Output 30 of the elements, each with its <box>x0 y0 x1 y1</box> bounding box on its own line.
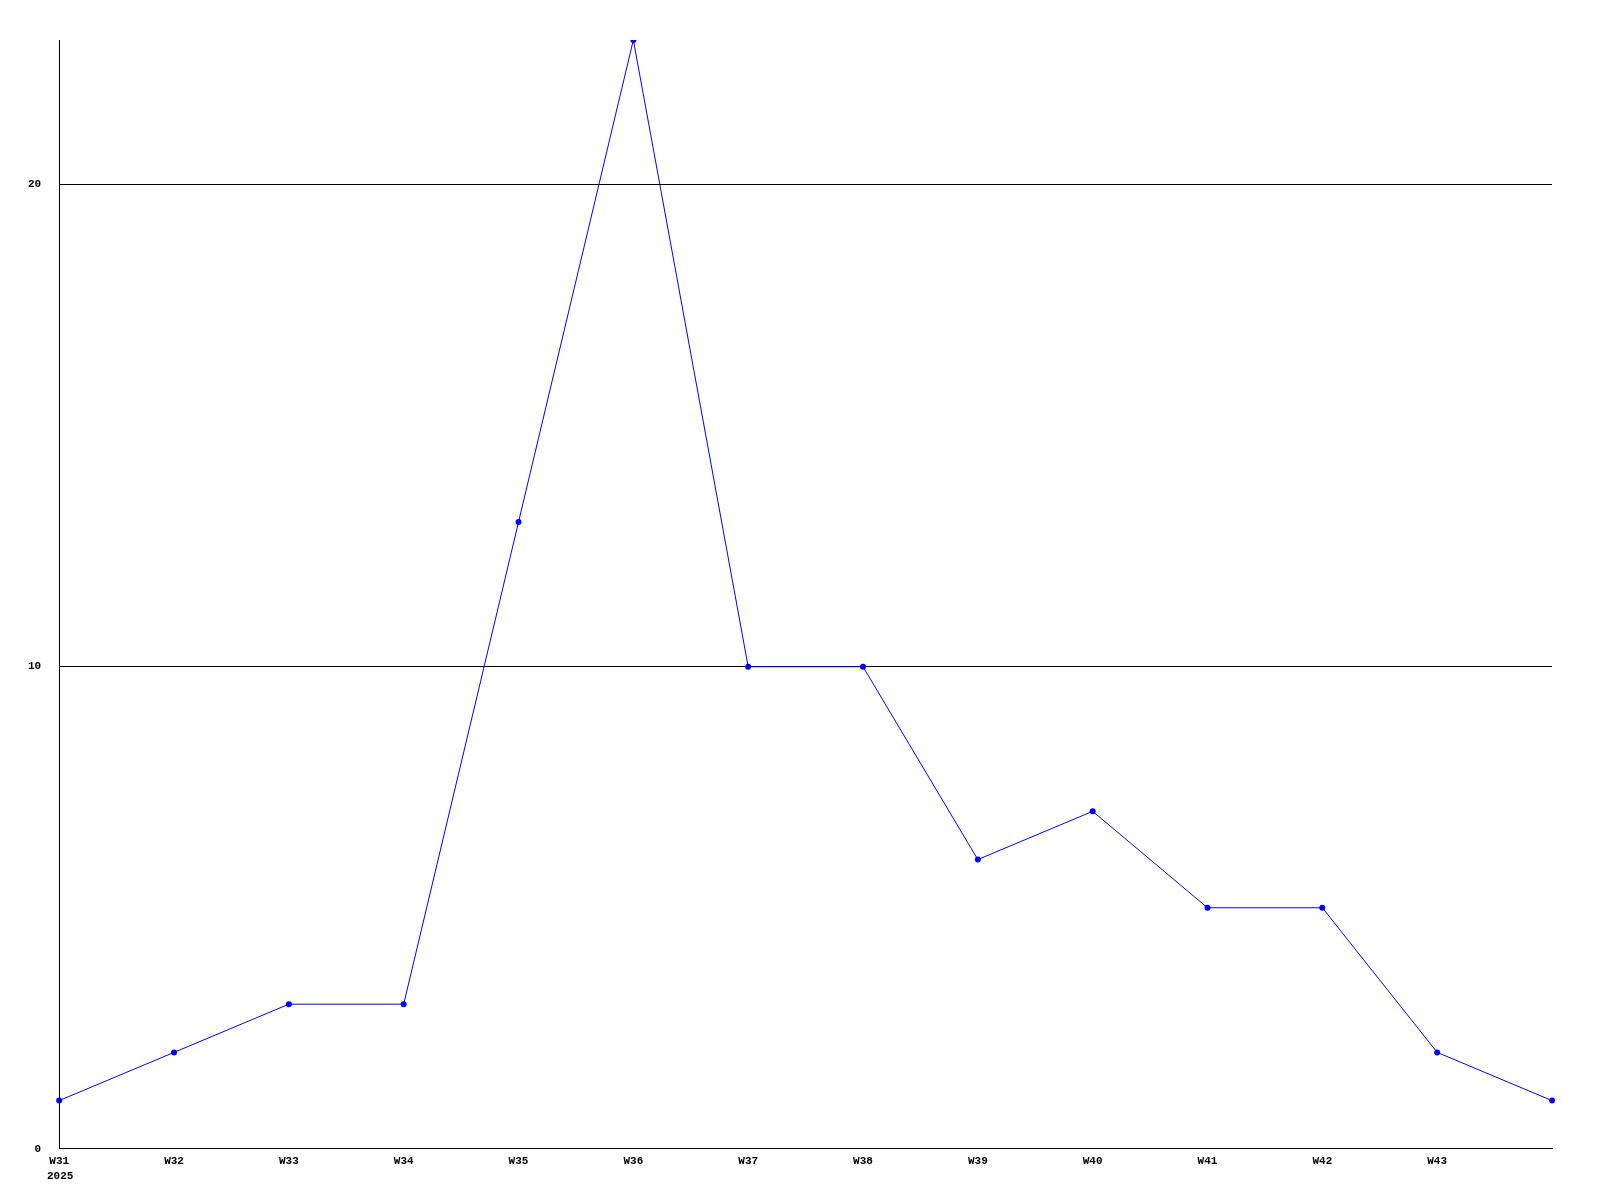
x-tick-label: W40 <box>1082 1155 1103 1168</box>
y-tick-label: 0 <box>34 1142 42 1155</box>
point <box>171 1049 178 1056</box>
x-tick-label: W38 <box>853 1155 874 1168</box>
point <box>1319 904 1326 911</box>
x-tick-label: W37 <box>738 1155 759 1168</box>
point <box>400 1001 407 1008</box>
x-tick-label: W39 <box>967 1155 988 1168</box>
point <box>1549 1097 1555 1104</box>
point <box>745 663 752 670</box>
point <box>1434 1049 1441 1056</box>
x-tick-label: W43 <box>1427 1155 1448 1168</box>
x-tick-label: W41 <box>1197 1155 1218 1168</box>
y-tick-label: 20 <box>28 178 42 191</box>
point <box>860 663 867 670</box>
x-tick-label: W31 <box>49 1155 70 1168</box>
point <box>515 519 522 526</box>
x-tick-label: W33 <box>278 1155 300 1168</box>
x-tick-label: W34 <box>393 1155 414 1168</box>
x-tick-label: W32 <box>164 1155 184 1168</box>
point <box>1204 904 1211 911</box>
text: 2025 <box>47 1170 74 1183</box>
point <box>285 1001 292 1008</box>
y-tick-label: 10 <box>28 660 42 673</box>
x-tick-label: W42 <box>1312 1155 1333 1168</box>
point <box>974 856 981 863</box>
point <box>1089 808 1096 815</box>
x-tick-label: W35 <box>508 1155 529 1168</box>
point <box>56 1097 63 1104</box>
x-tick-label: W36 <box>623 1155 644 1168</box>
